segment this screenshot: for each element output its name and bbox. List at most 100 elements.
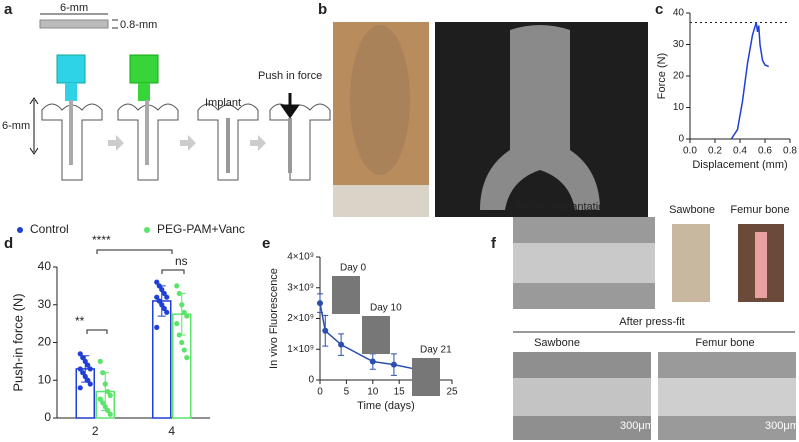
step-label: Implant	[205, 97, 241, 109]
photo-label: Sawbone	[534, 337, 580, 349]
data-point	[176, 290, 182, 297]
data-point	[156, 283, 162, 289]
data-point	[154, 279, 160, 285]
x-tick-label: 0.4	[733, 146, 747, 157]
data-point	[87, 381, 93, 387]
x-tick-label: 0.8	[783, 146, 797, 157]
significance-label: ns	[175, 254, 188, 268]
photo-detail	[513, 243, 655, 283]
y-tick-label: 30	[38, 297, 52, 311]
dimension-label: 0.8-mm	[120, 19, 157, 31]
y-tick-label: 4×10⁹	[287, 252, 314, 263]
x-tick-label: 10	[367, 387, 379, 398]
data-point	[97, 358, 103, 364]
inset-image	[362, 316, 390, 354]
data-point	[85, 377, 91, 383]
data-point	[87, 366, 93, 372]
data-point	[82, 373, 88, 380]
y-tick-label: 2×10⁹	[287, 313, 314, 324]
legend-label: PEG-PAM+Vanc	[157, 222, 245, 236]
x-tick-label: 4	[168, 424, 175, 438]
data-point	[105, 388, 111, 395]
inset-label: Day 21	[420, 345, 452, 356]
panel-letter: b	[318, 1, 327, 18]
x-tick-label: 2	[92, 424, 99, 438]
xray-body	[480, 25, 600, 210]
data-point	[107, 392, 113, 398]
significance-label: **	[75, 314, 85, 328]
data-point	[80, 370, 86, 376]
data-point	[174, 283, 180, 289]
marker	[390, 361, 397, 368]
legend-marker	[17, 227, 23, 233]
marker	[317, 300, 323, 307]
data-point	[77, 366, 83, 372]
y-tick-label: 40	[38, 259, 52, 273]
significance-bracket	[96, 249, 173, 254]
data-point	[102, 381, 108, 387]
data-point	[77, 351, 83, 357]
data-point	[181, 309, 187, 315]
data-point	[156, 298, 162, 304]
data-point	[80, 355, 86, 361]
data-point	[184, 355, 190, 361]
data-point	[77, 385, 83, 391]
data-point	[159, 302, 165, 308]
x-tick-label: 0.2	[708, 146, 722, 157]
inset-image	[332, 276, 360, 314]
data-point	[179, 302, 185, 308]
photo-detail	[333, 185, 429, 217]
marker	[338, 341, 345, 348]
significance-label: ****	[92, 233, 111, 247]
y-axis-title: Push-in force (N)	[10, 293, 25, 391]
step-label: Push in force	[258, 70, 322, 82]
data-point	[100, 400, 106, 406]
photo-label: Femur bone	[695, 337, 754, 349]
legend-label: Control	[30, 222, 69, 236]
photo-detail	[658, 378, 796, 416]
data-point	[164, 294, 170, 300]
y-tick-label: 10	[38, 372, 52, 386]
panel-letter: a	[4, 1, 13, 18]
data-point	[154, 324, 160, 330]
bar	[152, 300, 172, 419]
y-tick-label: 0	[308, 375, 314, 386]
schematic: 6-mm 0.8-mm 6-mm Implant Push in force	[2, 2, 331, 181]
photo-label: Before implantation	[516, 201, 611, 213]
x-tick-label: 0.6	[758, 146, 772, 157]
data-point	[179, 339, 185, 346]
panel-letter: e	[262, 235, 270, 252]
photo-detail	[513, 378, 651, 416]
y-tick-label: 30	[673, 39, 685, 50]
photo-label: Sawbone	[669, 204, 715, 216]
y-tick-label: 40	[673, 8, 685, 19]
x-tick-label: 0.0	[683, 146, 697, 157]
marker	[369, 358, 376, 365]
line	[319, 302, 432, 374]
x-axis-title: Displacement (mm)	[692, 159, 787, 171]
photo-detail	[755, 232, 767, 298]
x-tick-label: 5	[344, 387, 350, 398]
inset-image	[412, 358, 440, 396]
scale-bar-label: 300μm	[620, 420, 654, 432]
y-tick-label: 20	[673, 71, 685, 82]
y-tick-label: 0	[678, 134, 684, 145]
data-point	[164, 309, 170, 315]
data-point	[176, 332, 182, 338]
x-tick-label: 25	[446, 387, 458, 398]
marker	[322, 327, 329, 334]
data-point	[161, 290, 167, 297]
photo	[672, 224, 710, 302]
panel-letter: f	[491, 235, 497, 252]
data-point	[174, 321, 180, 327]
dimension-label: 6-mm	[2, 120, 30, 132]
y-tick-label: 3×10⁹	[287, 282, 314, 293]
data-point	[82, 358, 88, 364]
photo-detail	[350, 25, 410, 175]
photo-label: After press-fit	[619, 316, 684, 328]
y-tick-label: 20	[38, 335, 52, 349]
data-point	[181, 347, 187, 353]
significance-bracket	[161, 269, 185, 274]
x-axis-title: Time (days)	[357, 400, 415, 412]
